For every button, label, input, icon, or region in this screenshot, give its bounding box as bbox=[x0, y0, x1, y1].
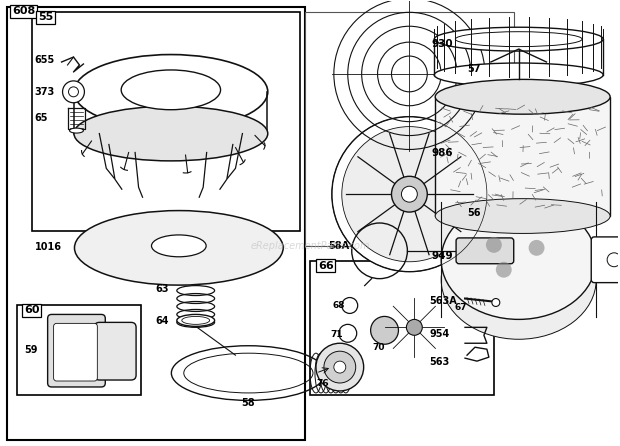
Text: eReplacementParts.com: eReplacementParts.com bbox=[250, 241, 370, 251]
FancyBboxPatch shape bbox=[94, 322, 136, 380]
Text: 76: 76 bbox=[316, 379, 329, 388]
Text: 59: 59 bbox=[24, 345, 37, 355]
Circle shape bbox=[324, 351, 356, 383]
Text: 986: 986 bbox=[432, 149, 453, 158]
Text: 60: 60 bbox=[24, 306, 39, 315]
Text: 655: 655 bbox=[35, 55, 55, 65]
Ellipse shape bbox=[74, 106, 268, 161]
Text: 70: 70 bbox=[373, 343, 385, 352]
Ellipse shape bbox=[455, 32, 582, 46]
Circle shape bbox=[496, 262, 511, 278]
FancyBboxPatch shape bbox=[53, 323, 97, 381]
Bar bbox=[435, 97, 610, 216]
Circle shape bbox=[486, 237, 502, 253]
Text: 56: 56 bbox=[467, 208, 480, 218]
Ellipse shape bbox=[182, 316, 210, 324]
Bar bbox=[310, 261, 494, 395]
Bar bbox=[305, 12, 514, 246]
Text: 58A: 58A bbox=[328, 241, 349, 251]
Ellipse shape bbox=[435, 79, 610, 114]
Circle shape bbox=[607, 253, 620, 267]
Ellipse shape bbox=[69, 128, 84, 133]
Bar bbox=[32, 12, 300, 231]
Text: 67: 67 bbox=[454, 303, 467, 313]
Circle shape bbox=[339, 324, 356, 342]
Ellipse shape bbox=[177, 314, 215, 326]
Ellipse shape bbox=[151, 235, 206, 257]
Text: 608: 608 bbox=[12, 6, 35, 17]
Text: 930: 930 bbox=[432, 39, 453, 49]
Text: 57: 57 bbox=[467, 64, 480, 74]
Ellipse shape bbox=[121, 70, 221, 110]
Ellipse shape bbox=[435, 198, 610, 233]
Text: 68: 68 bbox=[333, 301, 345, 310]
Circle shape bbox=[69, 87, 79, 97]
Text: 563A: 563A bbox=[429, 296, 457, 306]
Circle shape bbox=[529, 240, 544, 256]
Ellipse shape bbox=[434, 27, 603, 51]
Circle shape bbox=[342, 297, 358, 314]
Circle shape bbox=[334, 361, 346, 373]
Circle shape bbox=[391, 176, 427, 212]
Circle shape bbox=[371, 316, 399, 344]
Circle shape bbox=[401, 186, 417, 202]
Ellipse shape bbox=[74, 211, 283, 285]
Bar bbox=[17, 306, 141, 395]
FancyBboxPatch shape bbox=[456, 238, 514, 264]
Circle shape bbox=[492, 298, 500, 306]
Circle shape bbox=[316, 343, 364, 391]
FancyBboxPatch shape bbox=[591, 237, 620, 283]
Ellipse shape bbox=[434, 63, 603, 87]
Text: 64: 64 bbox=[156, 316, 169, 326]
Ellipse shape bbox=[74, 54, 268, 129]
Polygon shape bbox=[410, 323, 421, 332]
Text: 949: 949 bbox=[432, 251, 453, 261]
Text: 63: 63 bbox=[156, 284, 169, 293]
Text: 71: 71 bbox=[330, 330, 342, 339]
Circle shape bbox=[63, 81, 84, 103]
Text: 55: 55 bbox=[38, 12, 53, 22]
FancyBboxPatch shape bbox=[48, 314, 105, 387]
Text: 563: 563 bbox=[429, 357, 450, 367]
Ellipse shape bbox=[441, 200, 596, 319]
Text: 65: 65 bbox=[35, 113, 48, 123]
Circle shape bbox=[406, 319, 422, 335]
Text: 58: 58 bbox=[242, 398, 255, 408]
Text: 1016: 1016 bbox=[35, 242, 62, 252]
Text: 373: 373 bbox=[35, 87, 55, 97]
Circle shape bbox=[342, 127, 477, 262]
Text: 66: 66 bbox=[318, 261, 334, 271]
Text: 954: 954 bbox=[429, 329, 450, 339]
Ellipse shape bbox=[441, 220, 596, 339]
Bar bbox=[7, 7, 305, 440]
Circle shape bbox=[332, 117, 487, 272]
